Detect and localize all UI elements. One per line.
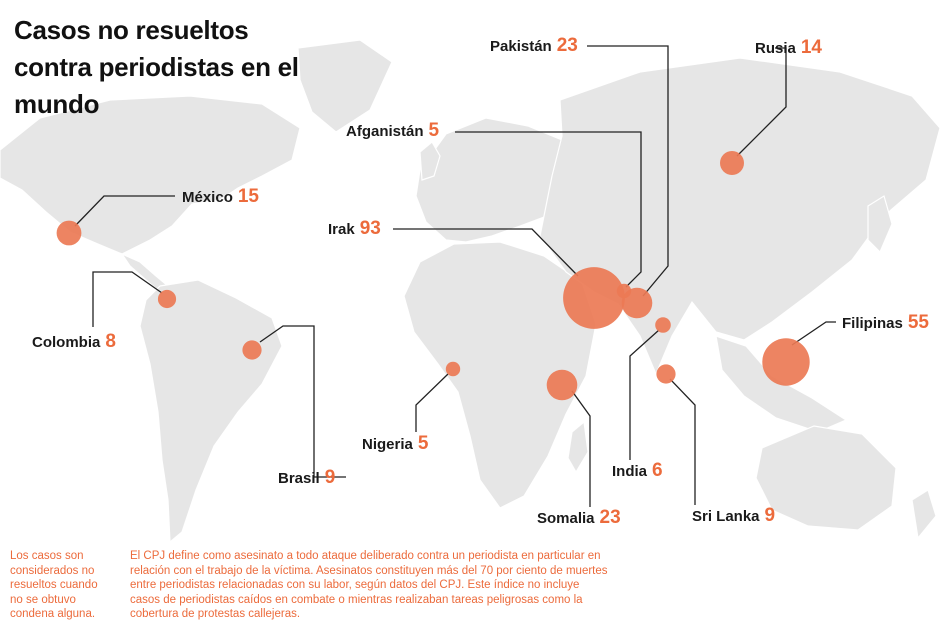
- leader-line-irak: [393, 228, 579, 277]
- country-name: Nigeria: [362, 436, 413, 453]
- leader-line-sri-lanka: [669, 378, 696, 505]
- country-name: Afganistán: [346, 123, 424, 140]
- leader-line-brasil: [259, 325, 346, 478]
- label-rusia: Rusia 14: [755, 37, 822, 59]
- map-title: Casos no resueltos contra periodistas en…: [14, 15, 299, 119]
- country-name: Somalia: [537, 510, 595, 527]
- label-india: India 6: [612, 460, 663, 482]
- country-name: México: [182, 189, 233, 206]
- bubble-somalia: [546, 369, 578, 401]
- leader-line-somalia: [571, 390, 591, 507]
- label-afganistan: Afganistán 5: [346, 120, 439, 142]
- country-name: Pakistán: [490, 38, 552, 55]
- note-unresolved-definition: Los casos son considerados no resueltos …: [10, 550, 98, 620]
- case-count: 55: [907, 312, 929, 333]
- label-brasil: Brasil 9: [278, 467, 335, 489]
- case-count: 15: [237, 186, 259, 207]
- bubble-colombia: [157, 289, 177, 309]
- leader-line-india: [629, 329, 660, 460]
- leader-lines: [74, 45, 836, 507]
- label-filipinas: Filipinas 55: [842, 312, 929, 334]
- bubble-mexico: [56, 220, 82, 246]
- country-name: Sri Lanka: [692, 508, 760, 525]
- leader-line-nigeria: [415, 373, 449, 432]
- note-cpj-definition: El CPJ define como asesinato a todo ataq…: [130, 550, 608, 620]
- new-zealand-landmass: [911, 489, 937, 540]
- label-nigeria: Nigeria 5: [362, 433, 428, 455]
- madagascar-landmass: [567, 420, 589, 474]
- label-irak: Irak 93: [328, 218, 381, 240]
- leader-line-pakistan: [587, 45, 669, 297]
- country-name: Colombia: [32, 334, 101, 351]
- bubble-pakistan: [621, 287, 653, 319]
- bubble-sri-lanka: [656, 364, 676, 384]
- label-pakistan: Pakistán 23: [490, 35, 578, 57]
- uk-landmass: [419, 141, 441, 181]
- africa-landmass: [403, 241, 597, 509]
- label-colombia: Colombia 8: [32, 331, 116, 353]
- leader-line-mexico: [74, 195, 175, 227]
- case-count: 9: [324, 467, 336, 488]
- case-count: 8: [105, 331, 116, 352]
- case-count: 23: [599, 507, 621, 528]
- label-mexico: México 15: [182, 186, 259, 208]
- country-name: Brasil: [278, 470, 320, 487]
- bubble-india: [655, 317, 671, 333]
- bubble-filipinas: [762, 338, 810, 386]
- land-masses: [0, 39, 941, 544]
- greenland-landmass: [297, 39, 393, 133]
- bubble-rusia: [720, 151, 744, 175]
- label-somalia: Somalia 23: [537, 507, 621, 529]
- case-count: 23: [556, 35, 578, 56]
- japan-landmass: [867, 195, 893, 254]
- leader-line-filipinas: [791, 321, 836, 346]
- bubble-nigeria: [445, 361, 461, 377]
- north-america-landmass: [0, 95, 301, 255]
- south-america-landmass: [139, 279, 283, 544]
- leader-line-colombia: [92, 271, 163, 327]
- leader-line-rusia: [736, 47, 787, 157]
- case-count: 5: [428, 120, 440, 141]
- country-name: Irak: [328, 221, 355, 238]
- australia-landmass: [755, 425, 897, 531]
- case-count: 93: [359, 218, 381, 239]
- bubble-brasil: [242, 340, 262, 360]
- country-name: Filipinas: [842, 315, 903, 332]
- case-count: 14: [800, 37, 822, 58]
- data-bubbles: [56, 151, 810, 401]
- case-count: 9: [764, 505, 776, 526]
- case-count: 6: [652, 460, 663, 481]
- leader-line-afganistan: [455, 131, 642, 288]
- country-name: India: [612, 463, 648, 480]
- country-name: Rusia: [755, 40, 796, 57]
- label-sri-lanka: Sri Lanka 9: [692, 505, 775, 527]
- case-count: 5: [417, 433, 429, 454]
- bubble-irak: [563, 267, 625, 329]
